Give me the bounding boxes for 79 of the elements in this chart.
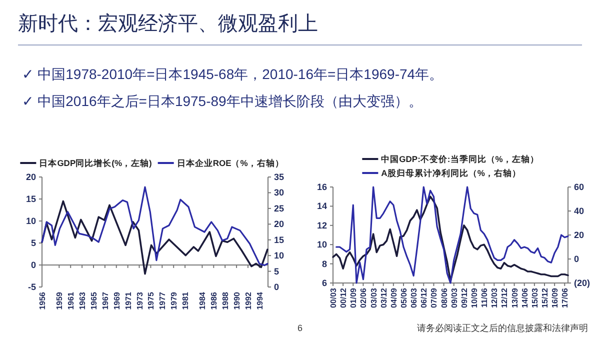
y-tick-label: 12: [316, 220, 327, 230]
y2-tick-label: 0: [274, 282, 280, 292]
y2-tick-label: 35: [274, 172, 284, 182]
y-tick-label: -5: [28, 282, 36, 292]
y2-tick-label: 10: [274, 250, 284, 261]
y-tick-label: 0: [30, 260, 36, 270]
x-tick-label: 1981: [181, 291, 190, 310]
line-series: [41, 200, 268, 275]
x-tick-label: 1959: [55, 291, 64, 310]
x-tick-label: 03/03: [369, 287, 378, 308]
x-tick-label: 00/03: [329, 287, 338, 308]
x-tick-label: 1965: [89, 291, 98, 310]
y2-tick-label: 30: [274, 188, 284, 198]
y2-tick-label: 60: [574, 182, 584, 192]
y2-tick-label: 5: [274, 266, 280, 276]
x-tick-label: 06/12: [420, 287, 429, 308]
x-tick-label: 1969: [112, 291, 122, 310]
y2-tick-label: 25: [274, 203, 284, 214]
x-tick-label: 04/09: [389, 287, 398, 308]
x-tick-label: 15/12: [540, 287, 550, 308]
x-tick-label: 1992: [244, 291, 253, 310]
x-tick-label: 15/03: [530, 287, 540, 308]
text: ✓ 中国1978-2010年=日本1945-68年，2010-16年=日本1969-74年。: [22, 66, 444, 82]
x-tick-label: 00/12: [339, 287, 348, 308]
x-tick-label: 1956: [38, 291, 47, 310]
y2-tick-label: 20: [574, 230, 584, 240]
text: ✓ 中国2016年之后=日本1975-89年中速增长阶段（由大变强）。: [22, 93, 422, 109]
x-tick-label: 02/06: [359, 287, 368, 308]
y2-tick-label: 20: [274, 219, 284, 230]
legend-label: 日本企业ROE（%，右轴）: [176, 158, 284, 168]
y2-tick-label: 15: [274, 234, 284, 245]
text: 新时代：宏观经济平、微观盈利上: [18, 11, 318, 35]
x-tick-label: 01/09: [349, 287, 358, 308]
y-tick-label: 5: [30, 238, 36, 248]
x-tick-label: 10/09: [470, 287, 479, 308]
x-tick-label: 1961: [66, 291, 76, 310]
y-tick-label: 14: [316, 201, 327, 212]
x-tick-label: 03/12: [379, 287, 388, 308]
x-tick-label: 05/06: [400, 287, 408, 308]
x-tick-label: 1990: [232, 291, 242, 310]
legend-label: 中国GDP:不变价:当季同比（%，左轴）: [381, 154, 539, 164]
y-tick-label: 16: [316, 182, 327, 192]
y2-tick-label: 40: [574, 206, 584, 216]
y-tick-label: 8: [322, 258, 327, 269]
x-tick-label: 1986: [210, 291, 219, 310]
line-series: [41, 186, 268, 266]
x-tick-label: 09/03: [450, 287, 459, 308]
x-tick-label: 12/03: [490, 287, 500, 308]
y-tick-label: 10: [26, 216, 36, 226]
x-tick-label: 06/03: [410, 287, 419, 308]
x-tick-label: 1967: [100, 291, 110, 310]
x-tick-label: 17/06: [560, 287, 570, 308]
x-tick-label: 13/09: [510, 287, 520, 308]
x-tick-label: 12/12: [500, 287, 510, 308]
y2-tick-label: 0: [574, 254, 580, 264]
x-tick-label: 09/12: [460, 287, 469, 308]
x-tick-label: 1971: [124, 291, 133, 310]
legend-label: A股归母累计净利同比（%，右轴）: [381, 168, 521, 178]
y-tick-label: 15: [26, 194, 36, 204]
x-tick-label: 16/09: [550, 287, 560, 308]
y-tick-label: 10: [316, 240, 327, 250]
x-tick-label: 07/09: [430, 287, 439, 308]
x-tick-label: 1994: [255, 291, 264, 310]
x-tick-label: 1963: [78, 291, 88, 310]
legend-label: 日本GDP同比增长(%，左轴): [39, 158, 152, 168]
x-tick-label: 1988: [221, 291, 230, 310]
x-tick-label: 1984: [198, 291, 208, 310]
y-tick-label: 6: [322, 278, 327, 288]
x-tick-label: 1973: [135, 291, 144, 310]
x-tick-label: 1975: [146, 291, 156, 310]
y2-tick-label: (20): [574, 278, 590, 288]
x-tick-label: 1979: [170, 291, 179, 310]
x-tick-label: 08/06: [440, 287, 449, 308]
y-tick-label: 20: [26, 172, 36, 182]
x-tick-label: 14/06: [520, 287, 530, 308]
text: 请务必阅读正文之后的信息披露和法律声明: [417, 323, 588, 333]
x-tick-label: 1977: [158, 291, 168, 310]
x-tick-label: 11/06: [480, 287, 490, 308]
text: 6: [297, 323, 303, 333]
